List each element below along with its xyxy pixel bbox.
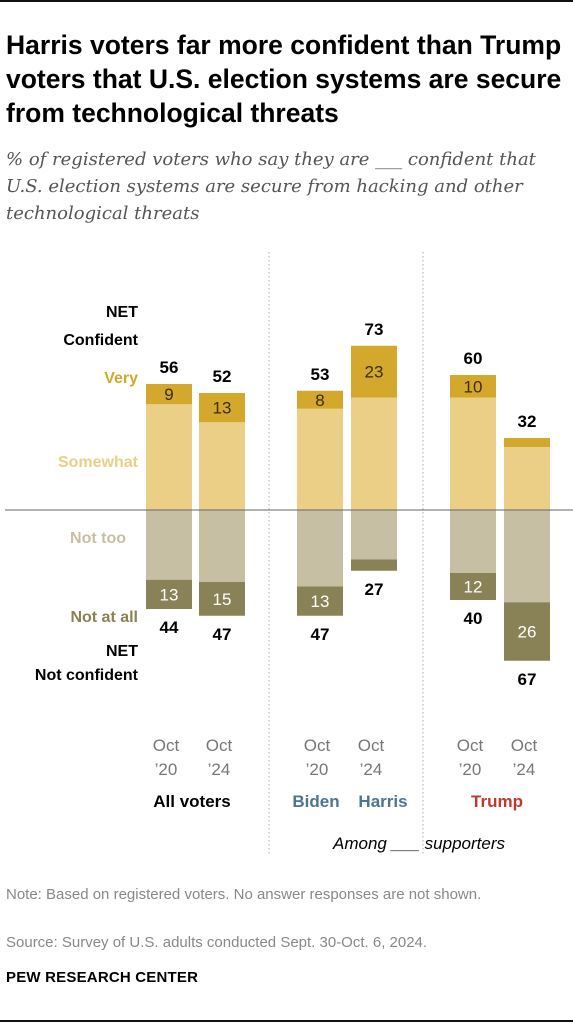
legend-somewhat: Somewhat <box>58 454 139 471</box>
label-net-not-confident: 40 <box>464 609 483 628</box>
label-net-not-confident: 67 <box>518 670 537 689</box>
tick-label-month: Oct <box>511 736 538 755</box>
tick-label-month: Oct <box>358 736 385 755</box>
bar-not-at-all <box>450 573 496 600</box>
tick-label-year: ’24 <box>513 760 536 779</box>
tick-label-month: Oct <box>153 736 180 755</box>
label-not-at-all: 13 <box>311 592 330 611</box>
tick-label-month: Oct <box>457 736 484 755</box>
brand-logo-text: PEW RESEARCH CENTER <box>6 969 199 986</box>
bar-not-at-all <box>297 586 343 616</box>
chart-title: Harris voters far more confident than Tr… <box>6 30 562 128</box>
bar-not-too <box>504 510 550 603</box>
chart-note: Note: Based on registered voters. No ans… <box>6 886 482 903</box>
top-rule <box>0 0 573 2</box>
bar-not-too <box>146 510 192 580</box>
bar-not-at-all <box>351 559 397 571</box>
legend-net-not-confident-line2: Not confident <box>35 667 139 684</box>
tick-label-month: Oct <box>206 736 233 755</box>
legend-very: Very <box>104 370 138 387</box>
bar-not-too <box>450 510 496 573</box>
label-net-confident: 32 <box>518 412 537 431</box>
bar-not-too <box>351 510 397 560</box>
bar-somewhat <box>297 408 343 510</box>
label-net-not-confident: 47 <box>311 625 330 644</box>
group-label: Biden <box>292 792 339 811</box>
bar-very <box>297 390 343 409</box>
label-net-not-confident: 44 <box>160 618 179 637</box>
chart-source: Source: Survey of U.S. adults conducted … <box>6 934 428 951</box>
label-not-at-all: 26 <box>518 623 537 642</box>
label-net-confident: 73 <box>365 320 384 339</box>
bottom-rule <box>0 1020 573 1022</box>
tick-label-year: ’20 <box>306 760 329 779</box>
group-label: All voters <box>153 792 230 811</box>
bar-somewhat <box>199 422 245 510</box>
label-not-at-all: 12 <box>464 578 483 597</box>
label-very: 8 <box>315 391 324 410</box>
bar-very <box>199 393 245 423</box>
label-very: 23 <box>365 363 384 382</box>
bar-somewhat <box>450 397 496 510</box>
legend-net-confident-line1: NET <box>106 304 138 321</box>
label-net-confident: 53 <box>311 365 330 384</box>
legend-net-not-confident-line1: NET <box>106 643 138 660</box>
bar-somewhat <box>146 404 192 510</box>
bar-not-at-all <box>504 602 550 661</box>
bar-not-at-all <box>146 579 192 609</box>
label-very: 9 <box>164 385 173 404</box>
label-very: 10 <box>464 377 483 396</box>
bar-not-at-all <box>199 582 245 616</box>
label-very: 13 <box>213 399 232 418</box>
bar-not-too <box>297 510 343 587</box>
tick-label-year: ’20 <box>155 760 178 779</box>
bar-somewhat <box>351 397 397 510</box>
tick-label-month: Oct <box>304 736 331 755</box>
label-not-at-all: 15 <box>213 590 232 609</box>
bar-very <box>351 345 397 398</box>
legend-net-confident-line2: Confident <box>63 332 138 349</box>
among-supporters-label: Among ___ supporters <box>332 834 505 853</box>
label-net-confident: 60 <box>464 349 483 368</box>
label-net-not-confident: 27 <box>365 580 384 599</box>
bar-very <box>504 438 550 447</box>
tick-label-year: ’24 <box>360 760 383 779</box>
label-net-confident: 52 <box>213 367 232 386</box>
label-not-at-all: 13 <box>160 585 179 604</box>
bar-not-too <box>199 510 245 582</box>
chart-subtitle: % of registered voters who say they are … <box>6 149 536 224</box>
bar-very <box>450 375 496 398</box>
tick-label-year: ’24 <box>208 760 231 779</box>
legend-not-too: Not too <box>70 530 126 547</box>
label-net-not-confident: 47 <box>213 625 232 644</box>
bar-very <box>146 384 192 405</box>
label-net-confident: 56 <box>160 358 179 377</box>
chart-canvas: NET Confident Very Somewhat Not too Not at al… <box>5 252 573 855</box>
legend-not-at-all: Not at all <box>70 609 138 626</box>
tick-label-year: ’20 <box>459 760 482 779</box>
group-label: Harris <box>358 792 407 811</box>
group-label: Trump <box>471 792 523 811</box>
bar-somewhat <box>504 447 550 510</box>
